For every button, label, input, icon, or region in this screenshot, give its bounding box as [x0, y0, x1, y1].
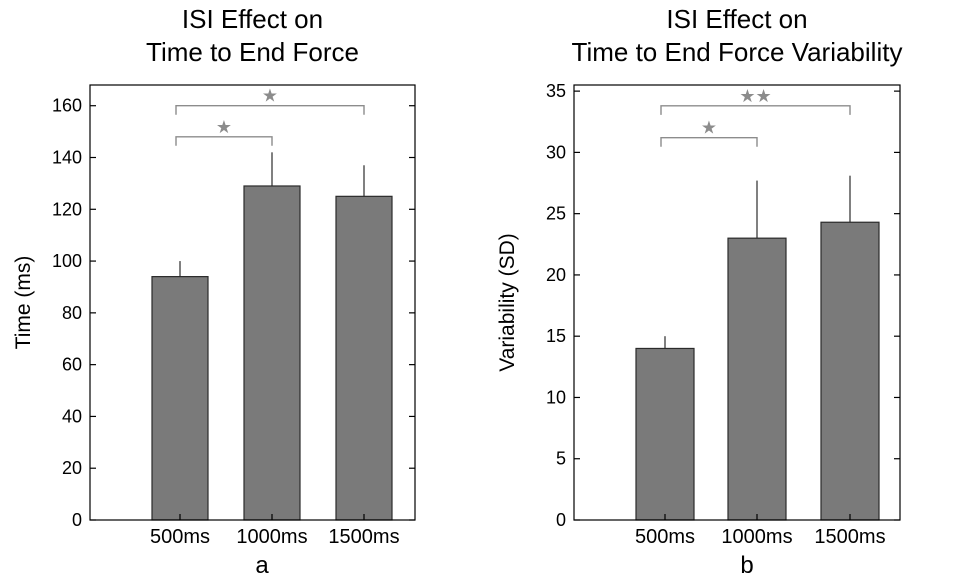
y-tick-label: 20 — [546, 265, 566, 285]
y-tick-label: 160 — [52, 96, 82, 116]
bar-1000ms — [243, 185, 301, 521]
y-tick-label: 25 — [546, 204, 566, 224]
significance-star-1: ★ — [701, 118, 717, 138]
y-tick-label: 80 — [62, 303, 82, 323]
x-tick-label-500ms: 500ms — [150, 526, 210, 548]
chart-title-line-1: ISI Effect on — [182, 4, 323, 34]
y-tick-label: 40 — [62, 406, 82, 426]
plot-frame — [573, 84, 901, 521]
y-axis-label: Time (ms) — [12, 256, 35, 350]
significance-bracket-2 — [660, 105, 851, 115]
x-tick-label-1500ms: 1500ms — [814, 526, 885, 548]
significance-bracket-2 — [175, 105, 365, 115]
significance-bracket-1 — [660, 136, 758, 147]
significance-star-2: ★ — [262, 86, 278, 106]
y-tick-label: 30 — [546, 142, 566, 162]
significance-star-1: ★ — [216, 117, 232, 137]
x-tick-label-1000ms: 1000ms — [721, 526, 792, 548]
x-tick-label-1000ms: 1000ms — [236, 526, 307, 548]
bar-500ms — [151, 276, 209, 521]
panel-label: b — [740, 552, 753, 579]
x-tick-label-500ms: 500ms — [635, 526, 695, 548]
y-tick-label: 60 — [62, 355, 82, 375]
y-tick-label: 140 — [52, 148, 82, 168]
significance-bracket-1 — [175, 136, 273, 146]
plot-frame — [89, 84, 416, 521]
y-tick-label: 120 — [52, 199, 82, 219]
chart-title-line-2: Time to End Force — [146, 37, 359, 67]
y-axis-label: Variability (SD) — [496, 233, 519, 371]
y-tick-label: 100 — [52, 251, 82, 271]
y-tick-label: 35 — [546, 81, 566, 101]
y-tick-label: 20 — [62, 458, 82, 478]
y-tick-label: 5 — [556, 449, 566, 469]
bar-1000ms — [727, 237, 787, 521]
y-tick-label: 10 — [546, 387, 566, 407]
y-tick-label: 0 — [72, 510, 82, 530]
y-tick-label: 0 — [556, 510, 566, 530]
x-tick-label-1500ms: 1500ms — [328, 526, 399, 548]
bar-500ms — [635, 347, 695, 521]
bar-1500ms — [820, 221, 880, 521]
y-tick-label: 15 — [546, 326, 566, 346]
chart-title-line-2: Time to End Force Variability — [572, 37, 903, 67]
chart-title-line-1: ISI Effect on — [666, 4, 807, 34]
significance-star-2: ★★ — [739, 86, 771, 106]
panel-label: a — [255, 552, 269, 579]
bar-1500ms — [335, 195, 393, 521]
